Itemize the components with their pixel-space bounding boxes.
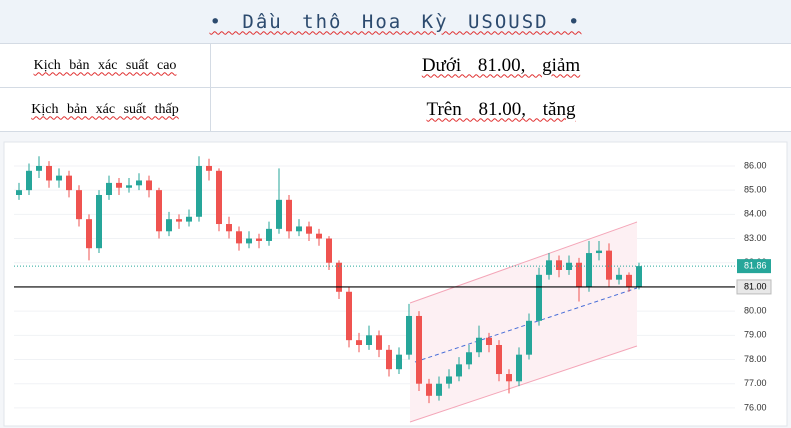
candle-body — [346, 291, 352, 341]
level-label: 81.00 — [744, 281, 767, 291]
candle-body — [316, 233, 322, 239]
candle-body — [116, 182, 122, 188]
last-price-box — [737, 259, 771, 274]
table-row: Kịch bản xác suất cao Dưới 81.00, giảm — [0, 44, 791, 88]
candle-body — [276, 199, 282, 229]
candle-body — [266, 228, 272, 241]
candle-body — [486, 337, 492, 345]
candle-body — [576, 262, 582, 287]
candle-body — [416, 315, 422, 384]
candle-body — [306, 226, 312, 234]
chart-frame — [3, 141, 788, 427]
candle-body — [536, 274, 542, 321]
candle-body — [246, 238, 252, 244]
candle-body — [226, 224, 232, 232]
scenario-value: Trên 81.00, tăng — [211, 88, 791, 131]
candle-body — [236, 231, 242, 244]
candle-body — [386, 349, 392, 370]
candle-body — [406, 315, 412, 355]
scenario-label-text: Kịch bản xác suất thấp — [31, 101, 179, 117]
candle-body — [636, 266, 642, 287]
table-row: Kịch bản xác suất thấp Trên 81.00, tăng — [0, 88, 791, 132]
candle-body — [426, 383, 432, 396]
candle-body — [286, 199, 292, 232]
y-tick-label: 85.00 — [744, 185, 767, 195]
title: • Dầu thô Hoa Kỳ USOUSD • — [209, 10, 582, 33]
candle-body — [56, 175, 62, 181]
candle-body — [106, 182, 112, 195]
y-tick-label: 83.00 — [744, 233, 767, 243]
candle-body — [396, 354, 402, 370]
candle-body — [496, 344, 502, 375]
candle-body — [136, 180, 142, 186]
candle-body — [606, 250, 612, 280]
candle-body — [336, 262, 342, 292]
candle-body — [46, 165, 52, 181]
scenario-label-text: Kịch bản xác suất cao — [33, 57, 177, 73]
candle-body — [366, 335, 372, 345]
candle-body — [66, 175, 72, 191]
candle-body — [126, 185, 132, 188]
candle-body — [376, 335, 382, 350]
candle-body — [256, 238, 262, 241]
candle-body — [96, 194, 102, 249]
candle-body — [596, 250, 602, 254]
candle-body — [616, 274, 622, 280]
candle-body — [76, 190, 82, 220]
y-tick-label: 80.00 — [744, 305, 767, 315]
candle-body — [446, 376, 452, 384]
scenario-value-text: Trên 81.00, tăng — [426, 98, 576, 120]
candle-body — [626, 274, 632, 287]
candle-body — [436, 383, 442, 396]
candle-body — [206, 165, 212, 171]
candle-body — [546, 260, 552, 275]
y-tick-label: 76.00 — [744, 402, 767, 412]
candle-body — [586, 253, 592, 287]
candle-body — [146, 180, 152, 191]
candle-body — [176, 219, 182, 222]
scenario-value-text: Dưới 81.00, giảm — [421, 54, 581, 76]
candle-body — [166, 219, 172, 232]
candle-body — [196, 165, 202, 217]
candle-body — [16, 190, 22, 195]
y-tick-label: 86.00 — [744, 160, 767, 170]
candle-body — [456, 364, 462, 377]
candle-body — [186, 216, 192, 222]
scenario-label: Kịch bản xác suất thấp — [0, 88, 211, 131]
channel-bottom — [409, 345, 638, 423]
last-price-label: 81.86 — [744, 260, 767, 270]
candle-body — [506, 374, 512, 382]
candle-body — [326, 238, 332, 263]
candle-body — [156, 190, 162, 232]
scenario-value: Dưới 81.00, giảm — [211, 44, 791, 87]
candle-body — [36, 165, 42, 171]
channel-top — [409, 221, 638, 304]
candle-body — [356, 340, 362, 345]
candle-body — [556, 260, 562, 270]
y-tick-label: 84.00 — [744, 209, 767, 219]
candle-body — [516, 354, 522, 382]
candle-body — [86, 219, 92, 249]
candle-body — [216, 170, 222, 225]
y-tick-label: 78.00 — [744, 354, 767, 364]
candle-body — [466, 352, 472, 365]
candle-body — [476, 337, 482, 353]
candle-body — [296, 226, 302, 232]
y-tick-label: 77.00 — [744, 378, 767, 388]
y-tick-label: 79.00 — [744, 330, 767, 340]
scenario-label: Kịch bản xác suất cao — [0, 44, 211, 87]
level-label-box — [736, 279, 772, 295]
candle-body — [26, 170, 32, 191]
grid — [14, 165, 735, 409]
title-row: • Dầu thô Hoa Kỳ USOUSD • — [0, 0, 791, 44]
candle-body — [526, 320, 532, 355]
